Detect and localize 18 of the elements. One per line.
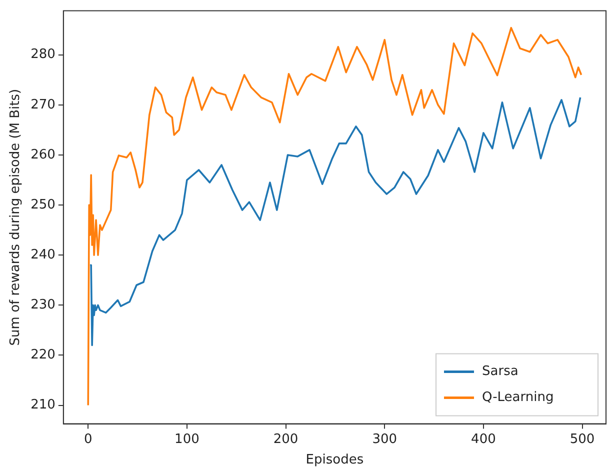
y-tick-label: 270 (30, 97, 56, 112)
y-tick-label: 210 (30, 398, 56, 413)
legend-label: Sarsa (482, 364, 518, 380)
y-tick-label: 260 (30, 147, 56, 162)
y-axis-title: Sum of rewards during episode (M Bits) (8, 88, 24, 346)
y-tick-label: 220 (30, 348, 56, 363)
x-tick-label: 100 (174, 432, 200, 447)
x-tick-label: 200 (273, 432, 298, 447)
y-tick-label: 250 (30, 197, 56, 212)
x-tick-label: 500 (570, 432, 595, 447)
y-tick-label: 280 (30, 47, 56, 62)
y-tick-label: 240 (30, 247, 56, 262)
y-tick-label: 230 (30, 298, 56, 313)
x-tick-label: 0 (84, 432, 92, 447)
x-tick-label: 400 (471, 432, 496, 447)
x-tick-label: 300 (372, 432, 398, 447)
x-axis-title: Episodes (306, 452, 364, 468)
legend-label: Q-Learning (482, 390, 554, 406)
